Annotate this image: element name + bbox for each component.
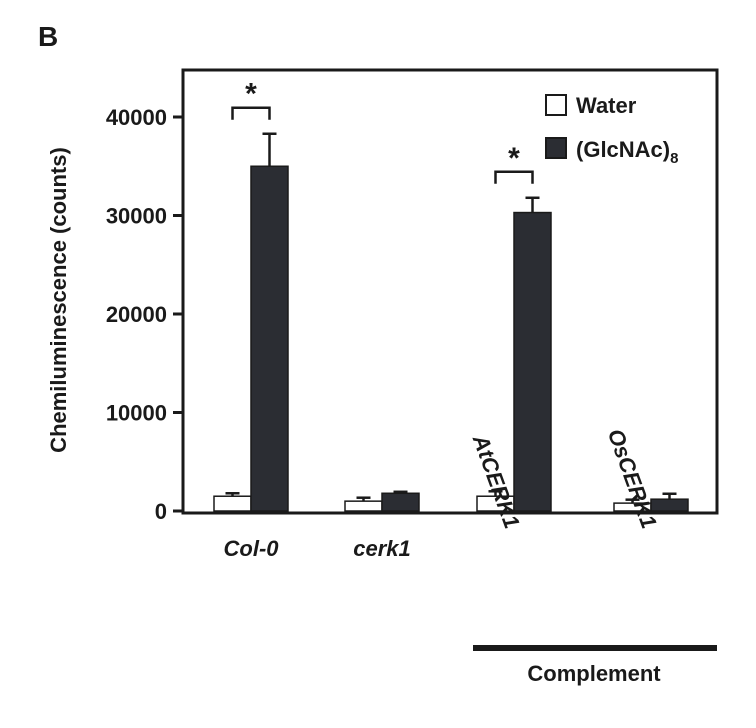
significance-markers: ** <box>231 78 534 184</box>
y-axis: 0 10000 20000 30000 40000 <box>106 105 183 524</box>
y-axis-label: Chemiluminescence (counts) <box>46 147 71 453</box>
bar-glcnac-oscerk1 <box>650 498 689 512</box>
x-tick-label: OsCERK1 <box>603 426 662 532</box>
plot-frame <box>181 68 719 515</box>
legend-swatch-water <box>545 94 567 116</box>
bar-glcnac-col-0 <box>250 165 289 512</box>
significance-bracket <box>231 106 271 120</box>
bars <box>213 132 689 512</box>
y-tick-label: 10000 <box>106 401 167 426</box>
y-tick-label: 30000 <box>106 204 167 229</box>
bar-water-col-0 <box>213 495 252 512</box>
significance-star: * <box>508 142 520 175</box>
y-tick-label: 20000 <box>106 302 167 327</box>
legend-label-water: Water <box>576 93 637 118</box>
complement-label: Complement <box>527 661 661 686</box>
significance-bracket <box>494 170 534 184</box>
legend-label-glcnac: (GlcNAc)8 <box>576 137 678 167</box>
bar-water-cerk1 <box>344 500 383 512</box>
x-tick-label: Col-0 <box>224 536 280 561</box>
x-tick-label: cerk1 <box>353 536 411 561</box>
panel-label: B <box>38 21 58 52</box>
significance-star: * <box>245 78 257 111</box>
complement-group: Complement <box>473 645 717 686</box>
legend: Water (GlcNAc)8 <box>545 93 678 167</box>
bar-glcnac-cerk1 <box>381 492 420 512</box>
y-tick-label: 40000 <box>106 105 167 130</box>
legend-swatch-glcnac <box>545 137 567 159</box>
bar-glcnac-atcerk1 <box>513 211 552 512</box>
y-tick-label: 0 <box>155 499 167 524</box>
